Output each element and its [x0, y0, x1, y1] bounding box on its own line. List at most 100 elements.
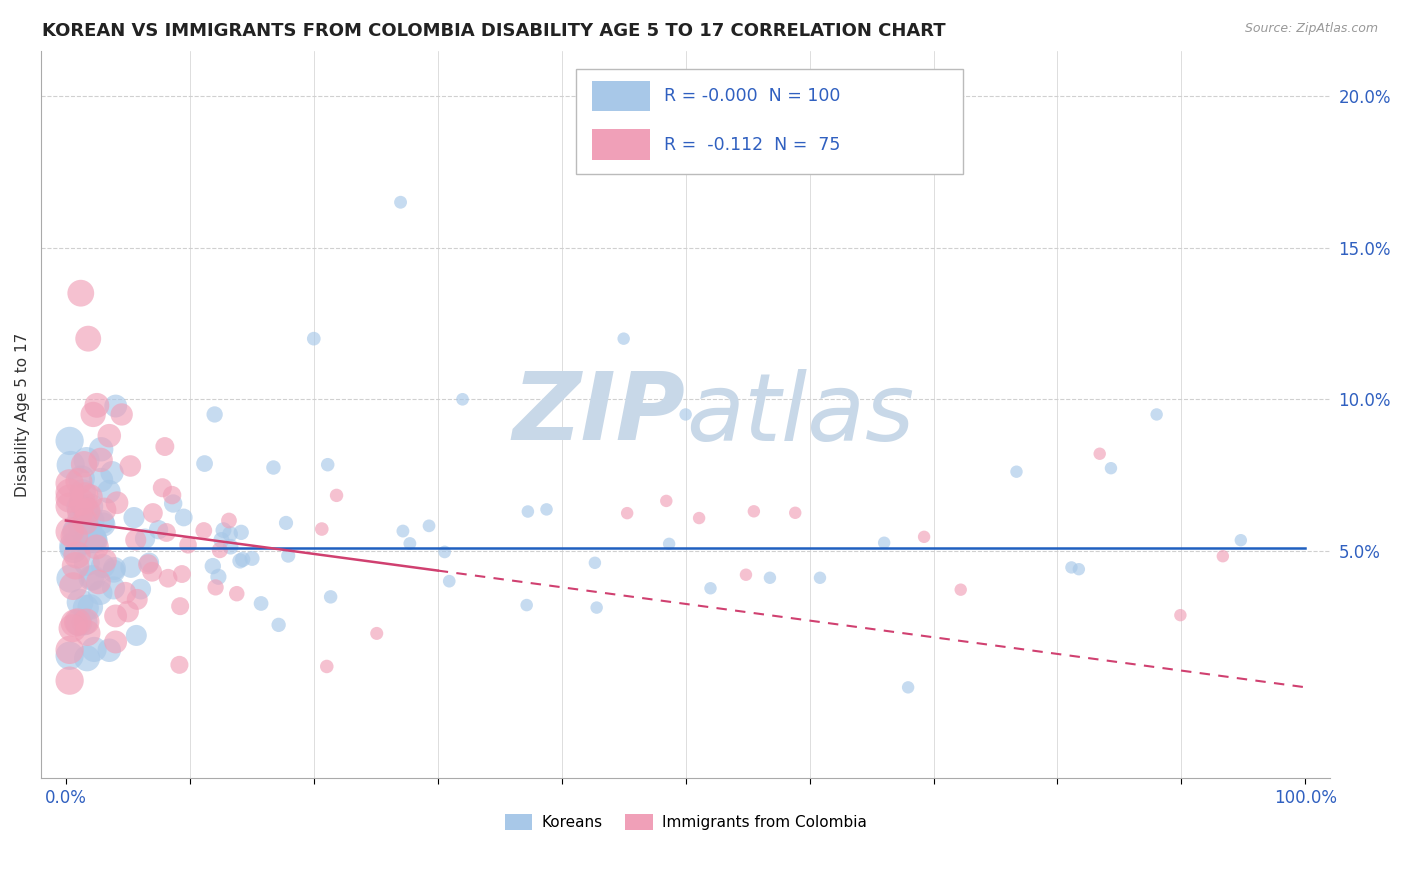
- Point: [229, 554, 252, 568]
- Point: [392, 524, 415, 538]
- Point: [91, 517, 114, 532]
- Point: [86, 398, 108, 412]
- Point: [63, 616, 86, 631]
- Point: [59, 458, 82, 472]
- Point: [302, 332, 325, 346]
- Point: [83, 531, 105, 545]
- Point: [675, 408, 697, 422]
- Point: [366, 626, 388, 640]
- Point: [90, 473, 112, 487]
- Point: [77, 332, 100, 346]
- Point: [104, 609, 127, 624]
- Point: [86, 540, 108, 554]
- Point: [66, 548, 89, 562]
- Point: [209, 533, 232, 547]
- Point: [75, 515, 97, 529]
- Point: [76, 534, 98, 549]
- Point: [516, 598, 538, 612]
- Point: [70, 472, 93, 486]
- Point: [97, 484, 120, 499]
- Point: [76, 506, 98, 520]
- Point: [1067, 562, 1090, 576]
- Point: [59, 673, 82, 688]
- Point: [59, 434, 82, 448]
- Point: [138, 556, 160, 570]
- Point: [208, 543, 231, 558]
- Point: [742, 504, 765, 518]
- Point: [688, 511, 710, 525]
- Point: [1170, 608, 1192, 623]
- Point: [73, 457, 96, 471]
- Point: [170, 567, 193, 582]
- Point: [136, 558, 159, 572]
- Point: [433, 545, 456, 559]
- Point: [277, 549, 299, 563]
- Point: [193, 524, 215, 538]
- Text: KOREAN VS IMMIGRANTS FROM COLOMBIA DISABILITY AGE 5 TO 17 CORRELATION CHART: KOREAN VS IMMIGRANTS FROM COLOMBIA DISAB…: [42, 22, 946, 40]
- Point: [111, 408, 134, 422]
- Point: [65, 523, 87, 537]
- Point: [735, 567, 758, 582]
- Point: [129, 582, 152, 596]
- Point: [759, 571, 782, 585]
- Point: [59, 500, 82, 514]
- Point: [66, 615, 89, 629]
- Point: [536, 502, 558, 516]
- Point: [169, 657, 191, 672]
- Point: [69, 595, 91, 609]
- Point: [62, 542, 84, 557]
- Point: [418, 519, 440, 533]
- Point: [93, 502, 115, 516]
- Point: [250, 597, 273, 611]
- Point: [808, 571, 831, 585]
- Point: [76, 504, 98, 518]
- Point: [69, 505, 91, 519]
- Point: [72, 485, 94, 500]
- Point: [157, 571, 180, 585]
- Point: [79, 600, 101, 615]
- Point: [75, 488, 97, 502]
- Point: [231, 525, 253, 540]
- Point: [59, 476, 82, 491]
- Point: [83, 642, 105, 657]
- Point: [62, 579, 84, 593]
- Point: [155, 525, 177, 540]
- Point: [69, 500, 91, 514]
- Point: [1230, 533, 1253, 548]
- Point: [150, 481, 173, 495]
- Point: [1060, 560, 1083, 574]
- Point: [127, 592, 149, 607]
- Text: R = -0.000  N = 100: R = -0.000 N = 100: [664, 87, 841, 104]
- Point: [120, 458, 142, 473]
- Point: [94, 553, 117, 567]
- Point: [1146, 408, 1168, 422]
- Point: [325, 488, 347, 502]
- Point: [655, 494, 678, 508]
- Point: [91, 559, 114, 574]
- Point: [212, 523, 235, 537]
- Point: [104, 635, 127, 649]
- Point: [451, 392, 474, 407]
- Point: [218, 514, 240, 528]
- Point: [658, 537, 681, 551]
- Point: [141, 565, 163, 579]
- Point: [63, 529, 86, 543]
- Point: [583, 556, 606, 570]
- Point: [75, 615, 97, 629]
- Point: [89, 586, 111, 600]
- Point: [59, 485, 82, 500]
- Point: [114, 586, 136, 600]
- Point: [103, 581, 125, 595]
- Point: [76, 556, 98, 570]
- Point: [65, 558, 87, 573]
- Point: [87, 574, 110, 589]
- Point: [79, 500, 101, 514]
- Point: [912, 530, 935, 544]
- Point: [125, 628, 148, 642]
- Text: ZIP: ZIP: [513, 368, 686, 460]
- Point: [262, 460, 284, 475]
- Point: [98, 643, 121, 657]
- Point: [204, 581, 226, 595]
- Point: [389, 195, 412, 210]
- FancyBboxPatch shape: [576, 69, 963, 174]
